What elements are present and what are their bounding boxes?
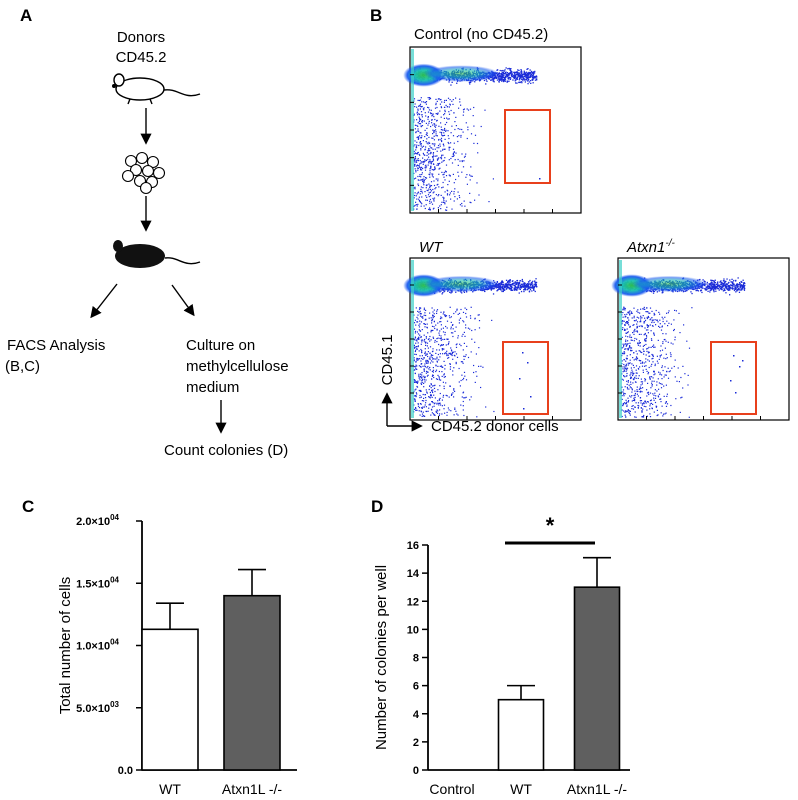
gate-rectangle [502,341,549,415]
bar [141,628,199,771]
facs-panels-label: (B,C) [5,358,40,375]
y-tick-label: 2.0×1004 [76,513,119,528]
bar [573,586,621,771]
significance-star: * [546,513,555,538]
arrow-to-culture [171,284,195,317]
recipient-mouse-icon [111,240,201,268]
donor-label: Donors [117,29,165,46]
category-label: WT [510,781,532,797]
schematic: Donors CD45.2 FACS Analysis [5,29,289,459]
gate-rectangle [504,109,551,184]
density-band [631,275,707,293]
y-tick-label: 0 [413,765,419,777]
category-label: WT [159,781,181,797]
gate-event [735,392,737,394]
y-tick-label: 12 [407,596,419,608]
panel-label-c: C [22,497,34,516]
y-tick-label: 6 [413,681,419,693]
gate-event [739,366,741,368]
donor-strain-label: CD45.2 [116,49,167,66]
chart-c: 0.0 5.0×1003 1.0×1004 1.5×1004 2.0×1004 WT Atx… [57,513,297,797]
density-band [423,65,499,82]
gate-event [742,360,744,362]
culture-label: Culture on [186,337,255,354]
y-tick-label: 4 [413,709,420,721]
flow-x-label: CD45.2 donor cells [431,418,559,435]
gate-event [522,352,524,354]
flow-plot-wt [403,257,582,421]
facs-label: FACS Analysis [7,337,105,354]
y-axis-label: Number of colonies per well [373,565,390,750]
wt-plot-title: WT [419,239,444,256]
donor-mouse-icon [111,73,201,105]
ko-plot-title: Atxn1-/- [626,238,675,256]
y-tick-label: 2 [413,737,419,749]
category-label: Atxn1L -/- [222,781,283,797]
flow-plot-control [403,46,582,214]
category-label: Control [429,781,474,797]
flow-y-label: CD45.1 [379,335,396,386]
y-tick-label: 14 [407,568,420,580]
bar [223,594,281,771]
panel-label-b: B [370,6,382,25]
gate-event [519,378,521,380]
gate-event [530,396,532,398]
flow-plot-ko [611,257,790,421]
y-tick-label: 10 [407,624,419,636]
gate-event [730,380,732,382]
y-tick-label: 8 [413,653,419,665]
culture-medium-label-2: medium [186,379,239,396]
gate-event [733,355,735,357]
chart-d: 0 2 4 6 8 10 12 14 16 Control WT Atxn1L -/- Number o… [373,513,630,797]
control-plot-title: Control (no CD45.2) [414,26,548,43]
y-axis-label: Total number of cells [57,577,74,715]
gate-event [527,362,529,364]
gate-event [539,178,541,180]
y-tick-label: 0.0 [118,765,133,777]
cells-icon [121,151,166,195]
y-tick-label: 1.5×1004 [76,575,119,590]
y-tick-label: 16 [407,540,419,552]
gate-rectangle [710,341,757,415]
y-tick-label: 5.0×1003 [76,700,119,715]
bar [497,698,545,771]
arrow-to-facs [90,283,118,319]
panel-label-d: D [371,497,383,516]
density-band [423,275,499,293]
culture-medium-label: methylcellulose [186,358,289,375]
count-label: Count colonies (D) [164,442,288,459]
gate-event [523,408,525,410]
panel-label-a: A [20,6,32,25]
y-tick-label: 1.0×1004 [76,638,119,653]
category-label: Atxn1L -/- [567,781,628,797]
